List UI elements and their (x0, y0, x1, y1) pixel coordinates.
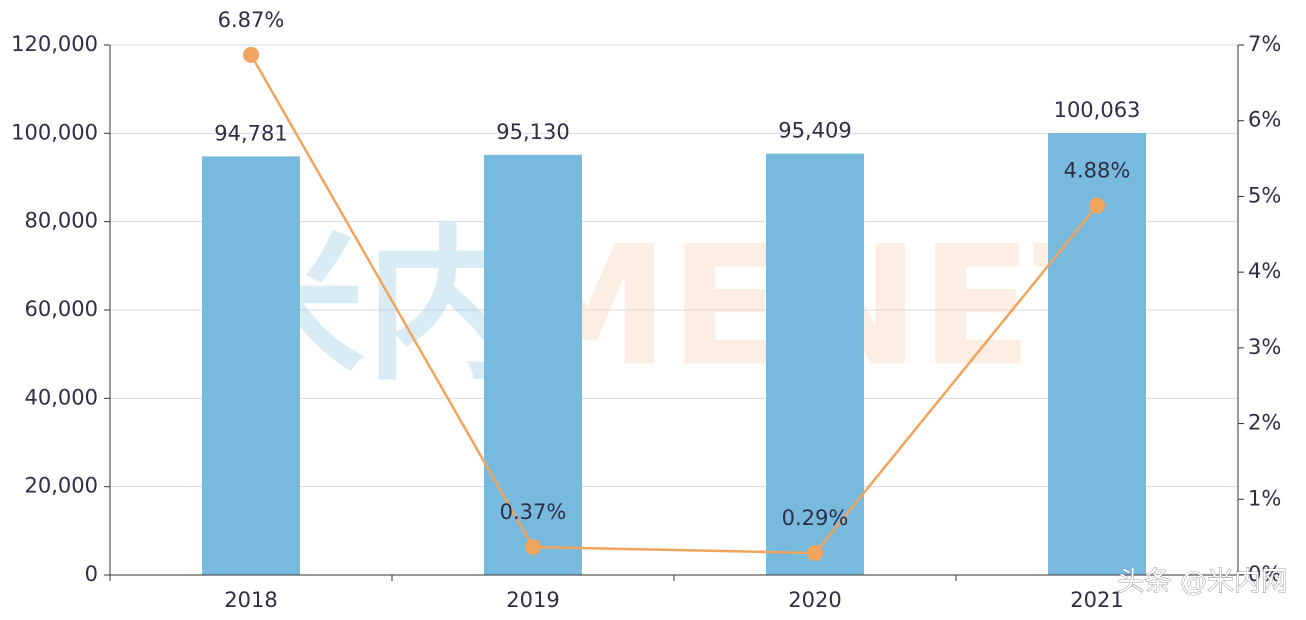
bar (202, 156, 300, 575)
y2-tick-label: 7% (1248, 32, 1281, 56)
y-tick-label: 80,000 (25, 209, 98, 233)
y2-tick-label: 5% (1248, 183, 1281, 207)
y-tick-label: 20,000 (25, 474, 98, 498)
y2-tick-label: 6% (1248, 108, 1281, 132)
line (249, 54, 1098, 555)
y2-tick-label: 4% (1248, 259, 1281, 283)
bar-value-label: 95,409 (778, 119, 851, 143)
y-tick-label: 0 (85, 562, 98, 586)
bar-value-label: 100,063 (1054, 98, 1141, 122)
line-value-label: 6.87% (218, 8, 285, 32)
line-value-label: 4.88% (1064, 159, 1131, 183)
line-point (807, 545, 823, 562)
line-value-label: 0.29% (782, 506, 849, 530)
y2-tick-label: 0% (1248, 562, 1281, 586)
y2-tick-label: 1% (1248, 486, 1281, 510)
line-point (243, 46, 259, 63)
x-tick-label: 2018 (224, 588, 277, 612)
credit: 头条 @米内网 (1117, 567, 1288, 598)
line-point (1089, 197, 1105, 214)
x-tick-label: 2019 (506, 588, 559, 612)
line-point (525, 538, 541, 555)
y-tick-label: 120,000 (11, 32, 98, 56)
y2-tick-label: 2% (1248, 411, 1281, 435)
bar-value-label: 95,130 (496, 120, 569, 144)
y-tick-label: 100,000 (11, 120, 98, 144)
bar-value-label: 94,781 (214, 121, 287, 145)
y2-tick-label: 3% (1248, 335, 1281, 359)
y-tick-label: 40,000 (25, 385, 98, 409)
y-tick-label: 60,000 (25, 297, 98, 321)
line-value-label: 0.37% (500, 500, 567, 524)
x-tick-label: 2020 (788, 588, 841, 612)
bar (484, 154, 582, 575)
x-tick-label: 2021 (1070, 588, 1123, 612)
bar (766, 153, 864, 576)
